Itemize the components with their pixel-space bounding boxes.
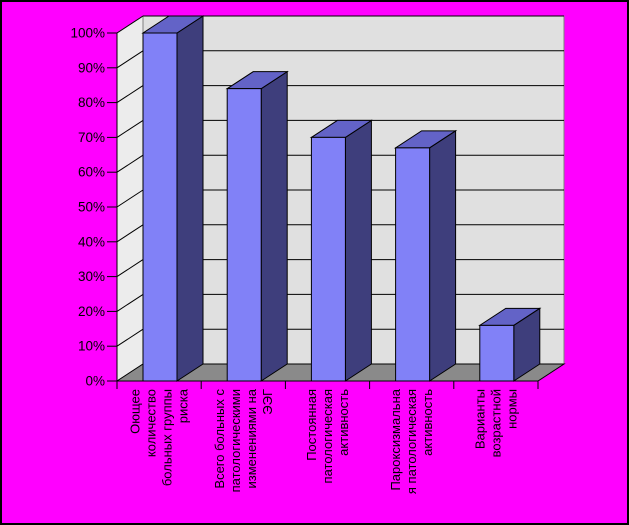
y-tick-label: 100%: [70, 26, 105, 41]
gridline-side: [116, 119, 144, 138]
category-label-text: Оющееколичествобольных группыриска: [128, 388, 191, 486]
bar-front: [310, 136, 346, 382]
category-label-text: Всего больных спатологическимиизменениям…: [212, 388, 275, 492]
y-tick-label: 10%: [78, 339, 105, 354]
gridline-side: [116, 154, 144, 173]
bar-front: [395, 147, 431, 382]
y-tick-label: 70%: [78, 130, 105, 145]
y-tick-label: 90%: [78, 60, 105, 75]
category-label: Пароксизмальная патологическаяактивность: [388, 388, 435, 494]
y-tick-label: 0%: [85, 374, 105, 389]
y-tick-label: 50%: [78, 200, 105, 215]
gridline-side: [116, 224, 144, 243]
bar: [141, 15, 205, 382]
gridline-side: [116, 189, 144, 208]
y-tick-label: 80%: [78, 95, 105, 110]
category-label: Оющееколичествобольных группыриска: [128, 388, 191, 486]
bar: [393, 129, 458, 382]
bar: [309, 119, 374, 382]
bar-side: [344, 119, 372, 382]
gridline-side: [116, 328, 144, 347]
bar-side: [260, 70, 288, 382]
bar-front: [479, 324, 515, 382]
category-label-text: Вариантывозрастнойнормы: [472, 389, 519, 457]
bar: [225, 70, 289, 382]
y-tick-label: 60%: [78, 165, 105, 180]
gridline-side: [116, 259, 144, 278]
bar-front: [226, 88, 262, 382]
y-tick-label: 40%: [78, 234, 105, 249]
category-label: Постояннаяпатологическаяактивность: [304, 389, 351, 484]
category-label-text: Постояннаяпатологическаяактивность: [304, 389, 351, 484]
bar-side: [429, 129, 457, 382]
bar-side: [176, 15, 204, 382]
gridline-side: [116, 293, 144, 312]
gridline-side: [116, 50, 144, 69]
category-label: Всего больных спатологическимиизменениям…: [212, 388, 275, 492]
category-label: Вариантывозрастнойнормы: [472, 389, 519, 457]
category-label-text: Пароксизмальная патологическаяактивность: [388, 388, 435, 494]
gridline-side: [116, 85, 144, 104]
bar-front: [142, 32, 178, 382]
y-tick-label: 30%: [78, 269, 105, 284]
gridline-side: [116, 15, 144, 34]
y-tick-label: 20%: [78, 304, 105, 319]
bar: [478, 307, 542, 382]
